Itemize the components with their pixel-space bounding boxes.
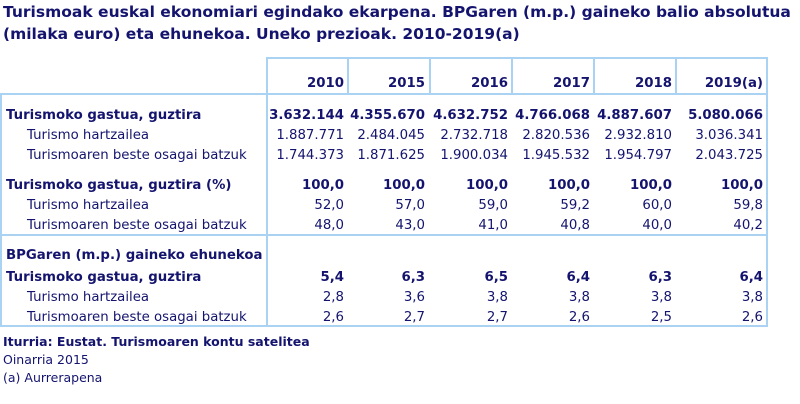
- cell-2016: 6,5: [484, 270, 508, 285]
- cell-2017: 40,8: [560, 218, 590, 233]
- table-row: Turismo hartzailea 1.887.771 2.484.045 2.73…: [0, 126, 770, 146]
- header-col-divider: [593, 57, 595, 93]
- row-label: Turismoaren beste osagai batzuk: [27, 218, 247, 233]
- cell-2019a: 2.043.725: [695, 148, 763, 163]
- cell-2015: 57,0: [395, 198, 425, 213]
- table-title: Turismoak euskal ekonomiari egindako eka…: [3, 3, 791, 43]
- cell-2016: 3,8: [486, 290, 508, 305]
- cell-2018: 2,5: [650, 310, 672, 325]
- header-top-border: [266, 57, 768, 59]
- cell-2017: 100,0: [547, 178, 590, 193]
- cell-2017: 2.820.536: [522, 128, 590, 143]
- row-label: BPGaren (m.p.) gaineko ehunekoa: [6, 248, 263, 263]
- table-right-border: [766, 57, 768, 327]
- table-row: Turismoaren beste osagai batzuk 2,6 2,7 2,7…: [0, 308, 770, 328]
- row-label: Turismo hartzailea: [27, 290, 150, 305]
- header-col-divider: [429, 57, 431, 93]
- cell-2016: 2,7: [486, 310, 508, 325]
- cell-2015: 100,0: [382, 178, 425, 193]
- col-header-2015: 2015: [387, 76, 425, 91]
- row-label: Turismo hartzailea: [27, 198, 150, 213]
- cell-2015: 2,7: [403, 310, 425, 325]
- cell-2015: 2.484.045: [357, 128, 425, 143]
- table-row: Turismoaren beste osagai batzuk 1.744.373…: [0, 146, 770, 166]
- cell-2015: 4.355.670: [350, 108, 425, 123]
- cell-2016: 100,0: [465, 178, 508, 193]
- footnote-a: (a) Aurrerapena: [3, 370, 103, 385]
- cell-2019a: 6,4: [739, 270, 763, 285]
- cell-2019a: 5.080.066: [688, 108, 763, 123]
- row-label: Turismo hartzailea: [27, 128, 150, 143]
- cell-2016: 2.732.718: [440, 128, 508, 143]
- col-header-2016: 2016: [470, 76, 508, 91]
- cell-2010: 48,0: [314, 218, 344, 233]
- base-note: Oinarria 2015: [3, 352, 89, 367]
- table-left-border: [0, 93, 2, 327]
- row-label: Turismoko gastua, guztira: [6, 270, 202, 285]
- cell-2018: 4.887.607: [597, 108, 672, 123]
- table-row: Turismo hartzailea 52,0 57,0 59,0 59,2 60,0 59…: [0, 196, 770, 216]
- cell-2015: 43,0: [395, 218, 425, 233]
- row-label: Turismoaren beste osagai batzuk: [27, 148, 247, 163]
- cell-2018: 1.954.797: [604, 148, 672, 163]
- cell-2010: 3.632.144: [269, 108, 344, 123]
- table-row: Turismoaren beste osagai batzuk 48,0 43,0 4…: [0, 216, 770, 236]
- cell-2018: 2.932.810: [604, 128, 672, 143]
- table-row: Turismo hartzailea 2,8 3,6 3,8 3,8 3,8 3,8: [0, 288, 770, 308]
- table-row: BPGaren (m.p.) gaineko ehunekoa: [0, 246, 770, 266]
- cell-2016: 41,0: [478, 218, 508, 233]
- cell-2016: 59,0: [478, 198, 508, 213]
- cell-2010: 52,0: [314, 198, 344, 213]
- table-row: Turismoko gastua, guztira 5,4 6,3 6,5 6,4 6,3…: [0, 268, 770, 288]
- col-header-2018: 2018: [634, 76, 672, 91]
- cell-2017: 59,2: [560, 198, 590, 213]
- header-bottom-border: [0, 93, 768, 95]
- cell-2010: 100,0: [301, 178, 344, 193]
- cell-2019a: 3,8: [741, 290, 763, 305]
- col-header-2019a: 2019(a): [704, 76, 763, 91]
- cell-2018: 60,0: [642, 198, 672, 213]
- cell-2018: 6,3: [648, 270, 672, 285]
- row-label: Turismoko gastua, guztira: [6, 108, 202, 123]
- source-note: Iturria: Eustat. Turismoaren kontu satel…: [3, 334, 310, 349]
- header-col-divider: [347, 57, 349, 93]
- table-row: Turismoko gastua, guztira (%) 100,0 100,0 1…: [0, 176, 770, 196]
- cell-2019a: 59,8: [733, 198, 763, 213]
- cell-2019a: 100,0: [720, 178, 763, 193]
- cell-2019a: 3.036.341: [695, 128, 763, 143]
- label-column-border: [266, 57, 268, 327]
- cell-2016: 1.900.034: [440, 148, 508, 163]
- cell-2016: 4.632.752: [433, 108, 508, 123]
- cell-2010: 2,6: [322, 310, 344, 325]
- cell-2019a: 40,2: [733, 218, 763, 233]
- row-label: Turismoaren beste osagai batzuk: [27, 310, 247, 325]
- col-header-2017: 2017: [552, 76, 590, 91]
- section-divider: [0, 234, 768, 236]
- header-col-divider: [675, 57, 677, 93]
- table-row: Turismoko gastua, guztira 3.632.144 4.355.…: [0, 106, 770, 126]
- cell-2018: 100,0: [629, 178, 672, 193]
- col-header-2010: 2010: [306, 76, 344, 91]
- cell-2017: 1.945.532: [522, 148, 590, 163]
- row-label: Turismoko gastua, guztira (%): [6, 178, 232, 193]
- cell-2017: 2,6: [568, 310, 590, 325]
- cell-2015: 1.871.625: [357, 148, 425, 163]
- cell-2017: 6,4: [566, 270, 590, 285]
- cell-2019a: 2,6: [741, 310, 763, 325]
- cell-2010: 1.744.373: [276, 148, 344, 163]
- table-bottom-border: [0, 325, 768, 327]
- cell-2015: 6,3: [401, 270, 425, 285]
- cell-2017: 3,8: [568, 290, 590, 305]
- cell-2018: 40,0: [642, 218, 672, 233]
- cell-2010: 2,8: [322, 290, 344, 305]
- cell-2010: 5,4: [320, 270, 344, 285]
- cell-2018: 3,8: [650, 290, 672, 305]
- cell-2010: 1.887.771: [276, 128, 344, 143]
- cell-2015: 3,6: [403, 290, 425, 305]
- header-col-divider: [511, 57, 513, 93]
- header-row: 2010 2015 2016 2017 2018 2019(a): [0, 74, 770, 94]
- cell-2017: 4.766.068: [515, 108, 590, 123]
